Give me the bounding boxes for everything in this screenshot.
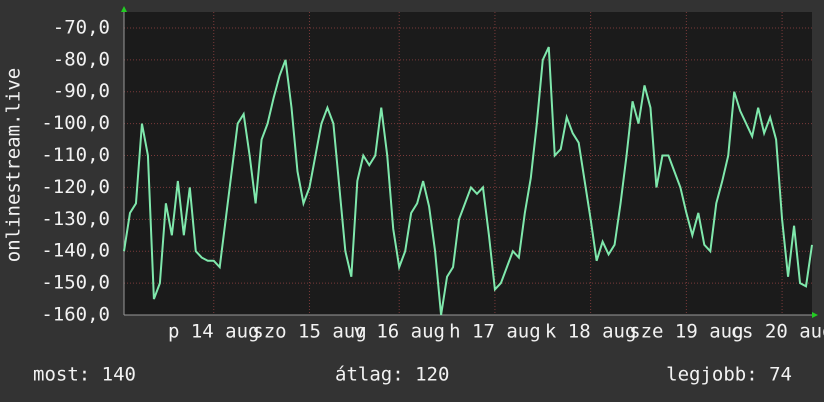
y-tick-label: -120,0 (41, 176, 110, 198)
best-value: legjobb: 74 (666, 364, 792, 386)
axis-arrow (121, 6, 127, 12)
y-tick-label: -160,0 (41, 304, 110, 326)
x-tick-label: h 17 aug (449, 321, 541, 343)
x-tick-label: cs 20 aug (731, 321, 824, 343)
x-tick-label: p 14 aug (168, 321, 260, 343)
x-tick-label: v 16 aug (353, 321, 445, 343)
current-value: most: 140 (33, 364, 136, 386)
y-tick-label: -70,0 (53, 16, 110, 38)
average-value: átlag: 120 (335, 364, 449, 386)
axis-arrow (812, 312, 818, 318)
y-tick-label: -80,0 (53, 48, 110, 70)
y-tick-label: -110,0 (41, 144, 110, 166)
plot-area (124, 12, 812, 315)
data-line (123, 46, 813, 316)
x-tick-label: sze 19 aug (629, 321, 743, 343)
y-tick-label: -140,0 (41, 240, 110, 262)
x-tick-label: szo 15 aug (252, 321, 366, 343)
x-tick-label: k 18 aug (545, 321, 637, 343)
y-tick-label: -100,0 (41, 112, 110, 134)
y-tick-label: -130,0 (41, 208, 110, 230)
y-tick-label: -90,0 (53, 80, 110, 102)
y-tick-label: -150,0 (41, 272, 110, 294)
y-axis-label: onlinestream.live (3, 68, 25, 262)
